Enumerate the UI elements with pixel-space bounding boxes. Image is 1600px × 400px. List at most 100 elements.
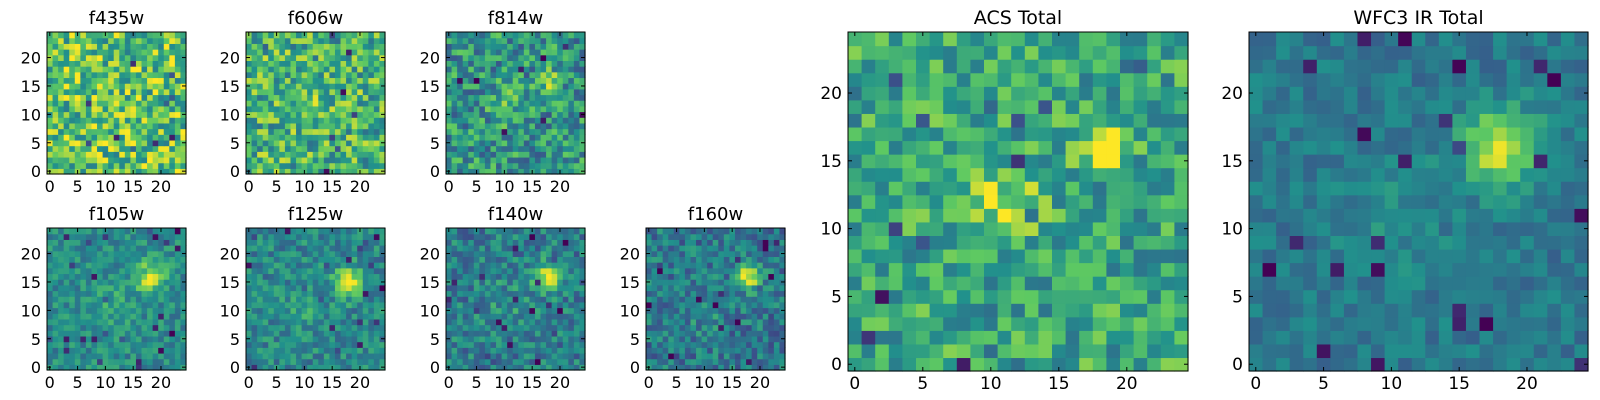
heatmap-cell [163, 352, 170, 360]
heatmap-cell [262, 228, 269, 235]
heatmap-cell [147, 37, 154, 44]
heatmap-cell [312, 250, 319, 257]
heatmap-cell [496, 162, 503, 169]
heatmap-cell [529, 267, 536, 275]
heatmap-cell [102, 111, 109, 118]
heatmap-cell [58, 279, 65, 286]
heatmap-cell [462, 66, 469, 73]
heatmap-cell [174, 364, 182, 371]
heatmap-cell [169, 347, 176, 354]
heatmap-cell [568, 105, 575, 113]
heatmap-cell [351, 162, 358, 169]
heatmap-cell [757, 313, 764, 320]
heatmap-cell [557, 318, 564, 326]
heatmap-cell [169, 145, 176, 152]
heatmap-cell [462, 279, 469, 286]
heatmap-cell [47, 117, 54, 124]
heatmap-cell [251, 117, 258, 124]
heatmap-cell [729, 273, 736, 280]
heatmap-cell [113, 256, 120, 263]
heatmap-cell [902, 221, 917, 236]
heatmap-cell [329, 117, 336, 124]
heatmap-cell [523, 290, 530, 297]
heatmap-cell [290, 341, 297, 348]
heatmap-cell [346, 347, 353, 354]
heatmap-cell [80, 66, 87, 73]
heatmap-cell [861, 262, 876, 277]
heatmap-cell [496, 290, 503, 297]
heatmap-cell [124, 330, 131, 337]
heatmap-cell [334, 122, 342, 130]
heatmap-cell [290, 145, 297, 152]
heatmap-cell [496, 330, 503, 337]
heatmap-cell [651, 352, 658, 360]
heatmap-cell [740, 284, 747, 292]
heatmap-cell [512, 122, 519, 130]
heatmap-cell [141, 267, 148, 275]
heatmap-cell [124, 250, 131, 257]
heatmap-cell [346, 330, 353, 337]
heatmap-cell [163, 162, 170, 169]
heatmap-cell [301, 313, 308, 320]
heatmap-cell [74, 318, 81, 326]
heatmap-cell [102, 335, 109, 343]
heatmap-cell [323, 364, 330, 371]
heatmap-cell [512, 83, 519, 90]
heatmap-cell [501, 54, 508, 61]
heatmap-cell [119, 318, 126, 326]
heatmap-cell [718, 307, 725, 314]
heatmap-cell [740, 233, 747, 240]
heatmap-cell [174, 279, 182, 286]
heatmap-cell [373, 122, 381, 130]
heatmap-cell [174, 347, 182, 354]
heatmap-cell [368, 145, 375, 152]
heatmap-cell [484, 313, 492, 320]
heatmap-cell [875, 208, 890, 223]
heatmap-cell [340, 105, 347, 113]
heatmap-cell [301, 250, 308, 257]
heatmap-cell [334, 111, 342, 118]
heatmap-cell [546, 296, 553, 303]
heatmap-cell [296, 168, 303, 175]
heatmap-cell [484, 156, 492, 164]
heatmap-cell [174, 245, 182, 252]
heatmap-cell [329, 100, 336, 107]
heatmap-cell [446, 262, 453, 269]
heatmap-cell [323, 49, 330, 56]
heatmap-cell [80, 250, 87, 257]
heatmap-cell [848, 276, 863, 291]
heatmap-cell [301, 279, 308, 286]
heatmap-cell [568, 128, 575, 135]
heatmap-cell [573, 77, 581, 84]
heatmap-cell [80, 162, 87, 169]
heatmap-cell [507, 228, 514, 235]
heatmap-cell [875, 248, 890, 264]
heatmap-cell [296, 94, 303, 101]
heatmap-cell [673, 245, 680, 252]
heatmap-cell [130, 290, 137, 297]
heatmap-cell [141, 228, 148, 235]
heatmap-cell [579, 296, 586, 303]
heatmap-cell [141, 262, 148, 269]
heatmap-cell [551, 94, 558, 101]
heatmap-cell [47, 162, 54, 169]
heatmap-cell [848, 194, 863, 209]
heatmap-cell [473, 60, 480, 67]
heatmap-cell [85, 151, 93, 158]
heatmap-cell [318, 239, 325, 246]
heatmap-cell [568, 335, 575, 343]
heatmap-cell [573, 139, 581, 147]
heatmap-cell [479, 139, 486, 147]
heatmap-cell [97, 273, 104, 280]
heatmap-cell [97, 279, 104, 286]
heatmap-cell [379, 352, 386, 360]
heatmap-cell [446, 162, 453, 169]
heatmap-cell [1011, 330, 1026, 345]
heatmap-cell [284, 145, 292, 152]
heatmap-cell [102, 128, 109, 135]
heatmap-cell [484, 83, 492, 90]
heatmap-cell [462, 267, 469, 275]
heatmap-cell [929, 289, 944, 304]
heatmap-cell [1147, 357, 1162, 372]
heatmap-cell [318, 60, 325, 67]
